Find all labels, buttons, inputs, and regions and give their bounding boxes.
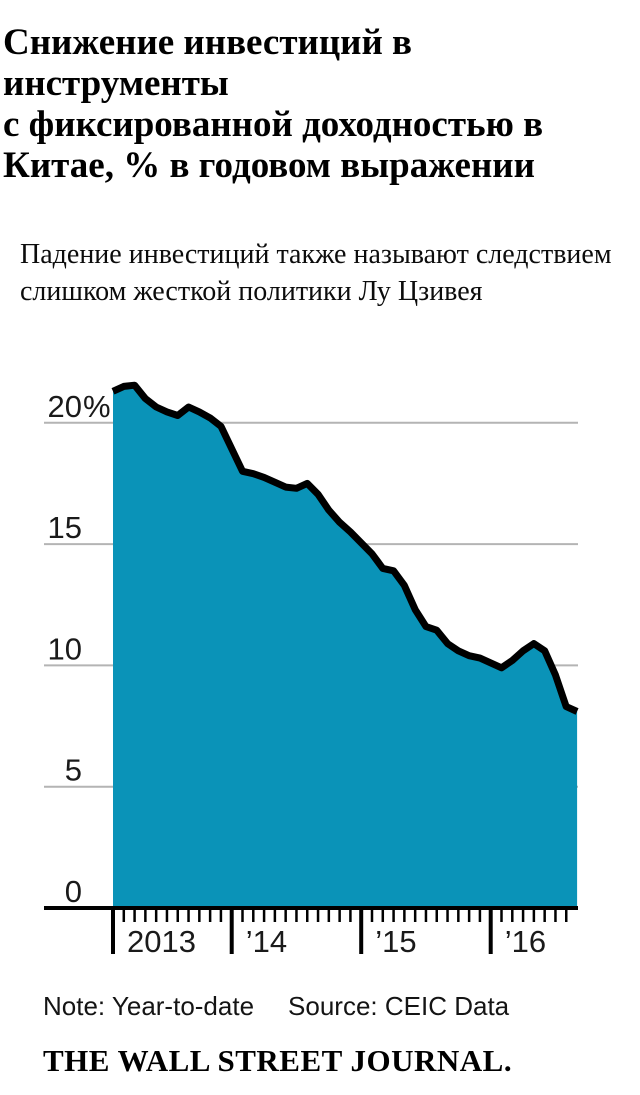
y-tick-label: 10 bbox=[48, 631, 82, 666]
page-subtitle-line: слишком жесткой политики Лу Цзивея bbox=[20, 276, 483, 307]
page-title-line: Снижение инвестиций в инструменты bbox=[3, 22, 413, 104]
y-tick-label: 5 bbox=[65, 753, 82, 788]
source-text: Source: CEIC Data bbox=[288, 991, 510, 1021]
note-text: Note: Year-to-date bbox=[43, 991, 255, 1021]
y-tick-label: 15 bbox=[48, 510, 82, 545]
x-tick-label: ’15 bbox=[375, 924, 416, 959]
page-title: Снижение инвестиций в инструменты с фикс… bbox=[3, 22, 633, 186]
y-tick-label: 20 bbox=[48, 389, 82, 424]
y-tick-unit: % bbox=[83, 389, 111, 424]
page-title-line: с фиксированной доходностью в bbox=[3, 104, 544, 145]
chart-footnote: Note: Year-to-date Source: CEIC Data bbox=[43, 991, 509, 1022]
wsj-wordmark: THE WALL STREET JOURNAL. bbox=[43, 1043, 513, 1078]
data-line bbox=[111, 381, 579, 715]
page-subtitle-line: Падение инвестиций также называют следст… bbox=[20, 239, 612, 270]
x-tick-label: 2013 bbox=[127, 924, 196, 959]
x-tick-label: ’14 bbox=[246, 924, 287, 959]
y-tick-label: 0 bbox=[65, 874, 82, 909]
page-subtitle: Падение инвестиций также называют следст… bbox=[20, 236, 620, 310]
x-tick-label: ’16 bbox=[505, 924, 546, 959]
page-title-line: Китае, % в годовом выражении bbox=[3, 145, 535, 186]
area-fill bbox=[113, 385, 578, 908]
